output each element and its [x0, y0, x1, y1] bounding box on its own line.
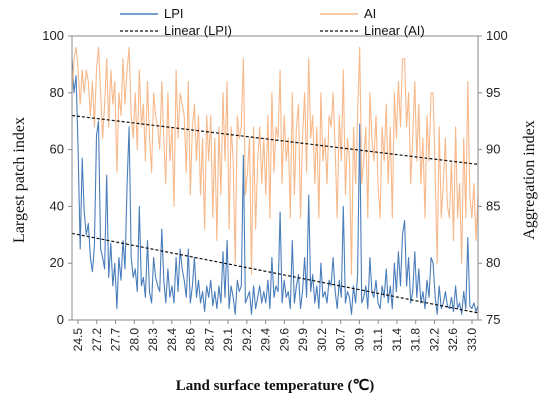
x-tick-label: 29.9 — [296, 328, 310, 352]
y-tick-label-right: 95 — [486, 85, 500, 100]
y-tick-label-right: 100 — [486, 28, 508, 43]
x-tick-label: 31.8 — [409, 328, 423, 352]
y-tick-label-left: 60 — [50, 142, 64, 157]
trendline-lpi — [71, 232, 479, 314]
x-tick-label: 29.2 — [240, 328, 254, 352]
x-tick-label: 28.3 — [146, 328, 160, 352]
legend-label: AI — [364, 6, 376, 21]
x-tick-label: 32.6 — [446, 328, 460, 352]
x-tick-label: 30.2 — [315, 328, 329, 352]
y-tick-label-right: 80 — [486, 255, 500, 270]
x-tick-label: 30.9 — [352, 328, 366, 352]
axes-layer: 0 20 40 60 80 100 75 80 85 90 95 100 24.5 27.2 27.7 28.… — [42, 28, 507, 351]
x-tick-label: 28.6 — [184, 328, 198, 352]
x-tick-label: 28.0 — [127, 328, 141, 352]
y-tick-label-left: 80 — [50, 85, 64, 100]
x-tick-label: 31.4 — [390, 328, 404, 352]
series-line-lpi — [71, 58, 479, 315]
y-axis-title-left: Largest patch index — [11, 117, 28, 243]
y-axis-title-right: Aggregation index — [521, 120, 538, 240]
x-tick-label: 33.0 — [465, 328, 479, 352]
series-layer — [71, 46, 479, 315]
x-tick-label: 27.2 — [90, 328, 104, 352]
y-tick-label-right: 90 — [486, 142, 500, 157]
y-tick-label-left: 0 — [57, 312, 64, 327]
x-tick-label: 29.6 — [277, 328, 291, 352]
legend-label: LPI — [164, 6, 184, 21]
x-tick-label: 24.5 — [71, 328, 85, 352]
trendline-ai — [71, 114, 479, 165]
x-tick-label: 32.2 — [427, 328, 441, 352]
x-tick-label: 29.1 — [221, 328, 235, 352]
x-tick-label: 28.7 — [202, 328, 216, 352]
y-tick-label-left: 40 — [50, 198, 64, 213]
x-tick-label: 29.4 — [259, 328, 273, 352]
legend-label: Linear (LPI) — [164, 23, 232, 38]
y-tick-label-right: 75 — [486, 312, 500, 327]
plot-area-frame — [71, 35, 479, 321]
y-tick-label-right: 85 — [486, 198, 500, 213]
legend-label: Linear (AI) — [364, 23, 425, 38]
y-tick-label-left: 20 — [50, 255, 64, 270]
series-line-ai — [71, 46, 479, 276]
x-axis-title: Land surface temperature (℃) — [176, 378, 375, 394]
legend: LPI AI Linear (LPI) Linear (AI) — [120, 6, 425, 38]
trendline-layer — [71, 114, 479, 314]
x-tick-label: 30.7 — [334, 328, 348, 352]
x-tick-label: 27.7 — [109, 328, 123, 352]
x-tick-label: 31.1 — [371, 328, 385, 352]
y-tick-label-left: 100 — [42, 28, 64, 43]
x-tick-label: 28.4 — [165, 328, 179, 352]
